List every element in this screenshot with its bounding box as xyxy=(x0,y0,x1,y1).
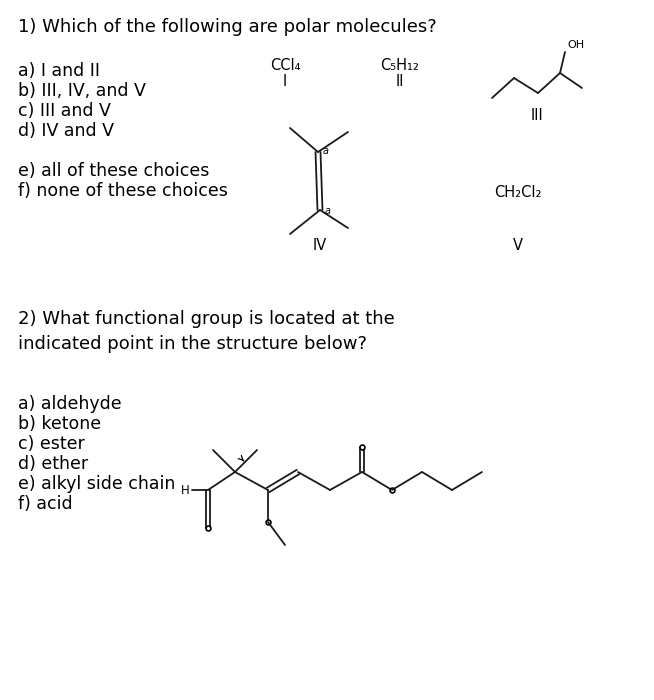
Text: c) ester: c) ester xyxy=(18,435,85,453)
Text: e) all of these choices: e) all of these choices xyxy=(18,162,209,180)
Text: e) alkyl side chain: e) alkyl side chain xyxy=(18,475,175,493)
Text: f) none of these choices: f) none of these choices xyxy=(18,182,228,200)
Text: H: H xyxy=(181,484,190,496)
Text: a) aldehyde: a) aldehyde xyxy=(18,395,122,413)
Text: CH₂Cl₂: CH₂Cl₂ xyxy=(494,185,542,200)
Text: V: V xyxy=(513,238,523,253)
Text: f) acid: f) acid xyxy=(18,495,73,513)
Text: II: II xyxy=(396,74,404,89)
Text: a) I and II: a) I and II xyxy=(18,62,100,80)
Text: III: III xyxy=(530,108,543,123)
Text: I: I xyxy=(283,74,287,89)
Text: d) IV and V: d) IV and V xyxy=(18,122,114,140)
Text: CCl₄: CCl₄ xyxy=(270,58,300,73)
Text: IV: IV xyxy=(313,238,327,253)
Text: 1) Which of the following are polar molecules?: 1) Which of the following are polar mole… xyxy=(18,18,437,36)
Text: OH: OH xyxy=(567,40,584,50)
Text: d) ether: d) ether xyxy=(18,455,88,473)
Text: 2) What functional group is located at the
indicated point in the structure belo: 2) What functional group is located at t… xyxy=(18,310,395,353)
Text: b) III, IV, and V: b) III, IV, and V xyxy=(18,82,146,100)
Text: c) III and V: c) III and V xyxy=(18,102,111,120)
Text: C₅H₁₂: C₅H₁₂ xyxy=(381,58,419,73)
Text: b) ketone: b) ketone xyxy=(18,415,101,433)
Text: a: a xyxy=(325,206,331,216)
Text: a: a xyxy=(323,146,329,156)
